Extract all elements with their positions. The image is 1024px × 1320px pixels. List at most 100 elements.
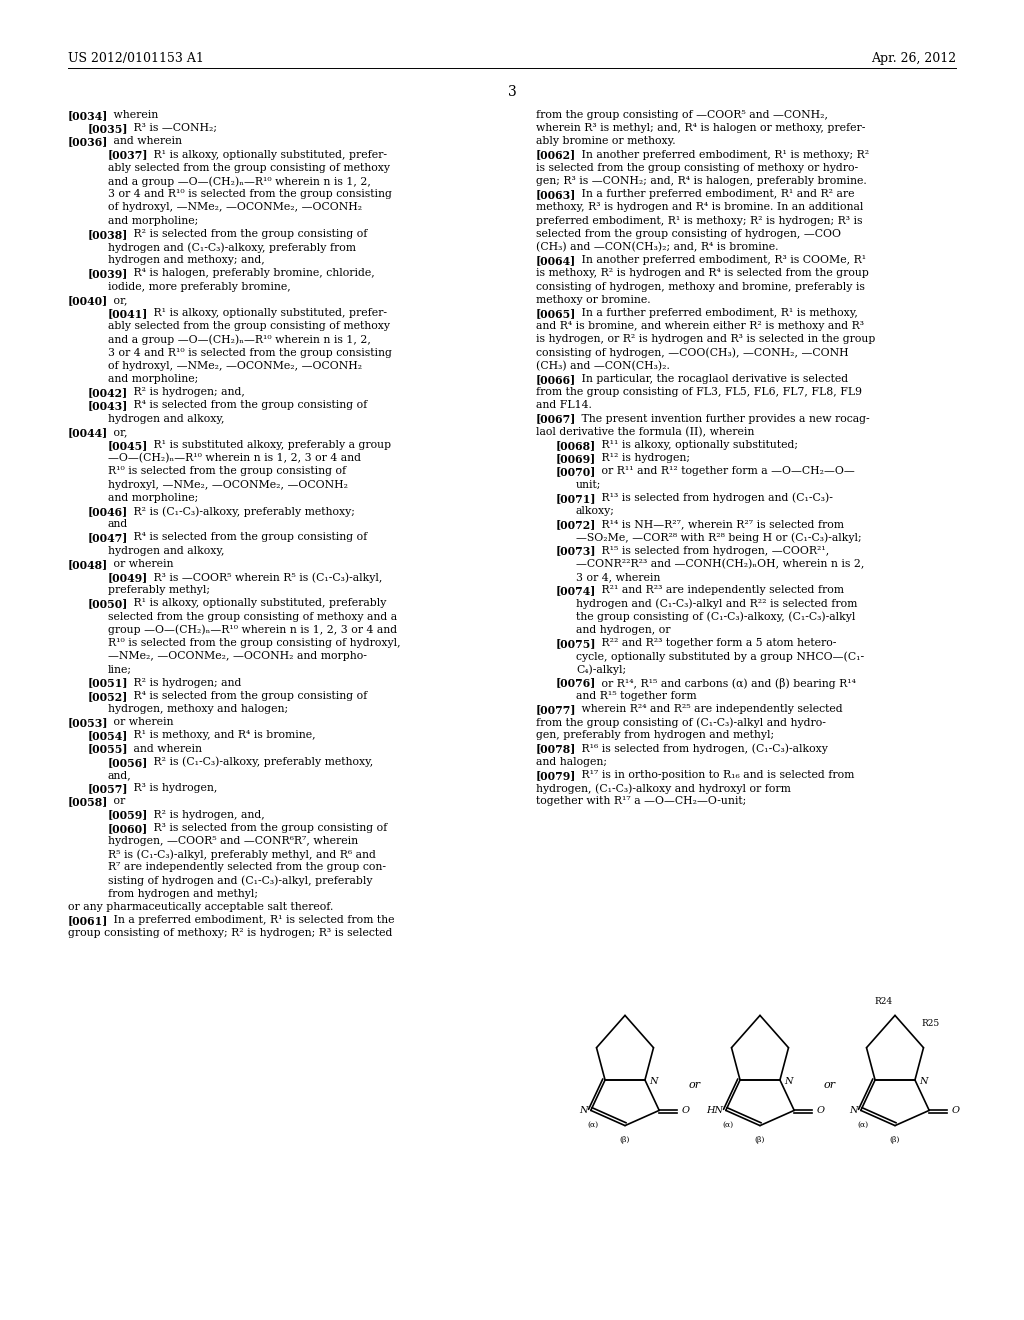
Text: from the group consisting of (C₁-C₃)-alkyl and hydro-: from the group consisting of (C₁-C₃)-alk… [536,717,826,727]
Text: [0075]: [0075] [556,638,597,649]
Text: alkoxy;: alkoxy; [575,506,614,516]
Text: selected from the group consisting of methoxy and a: selected from the group consisting of me… [108,611,397,622]
Text: and FL14.: and FL14. [536,400,592,411]
Text: and wherein: and wherein [110,136,182,147]
Text: [0048]: [0048] [68,558,109,570]
Text: and hydrogen, or: and hydrogen, or [575,624,671,635]
Text: [0076]: [0076] [556,677,596,689]
Text: [0051]: [0051] [88,677,128,689]
Text: hydrogen, (C₁-C₃)-alkoxy and hydroxyl or form: hydrogen, (C₁-C₃)-alkoxy and hydroxyl or… [536,783,791,793]
Text: preferred embodiment, R¹ is methoxy; R² is hydrogen; R³ is: preferred embodiment, R¹ is methoxy; R² … [536,215,862,226]
Text: R¹¹ is alkoxy, optionally substituted;: R¹¹ is alkoxy, optionally substituted; [598,440,798,450]
Text: of hydroxyl, —NMe₂, —OCONMe₂, —OCONH₂: of hydroxyl, —NMe₂, —OCONMe₂, —OCONH₂ [108,360,362,371]
Text: R² is selected from the group consisting of: R² is selected from the group consisting… [130,228,368,239]
Text: and a group —O—(CH₂)ₙ—R¹⁰ wherein n is 1, 2,: and a group —O—(CH₂)ₙ—R¹⁰ wherein n is 1… [108,176,371,186]
Text: R¹⁵ is selected from hydrogen, —COOR²¹,: R¹⁵ is selected from hydrogen, —COOR²¹, [598,545,829,556]
Text: [0079]: [0079] [536,770,577,781]
Text: [0053]: [0053] [68,717,109,729]
Text: [0050]: [0050] [88,598,128,610]
Text: [0073]: [0073] [556,545,597,557]
Text: [0059]: [0059] [108,809,148,821]
Text: HN: HN [706,1106,723,1115]
Text: methoxy, R³ is hydrogen and R⁴ is bromine. In an additional: methoxy, R³ is hydrogen and R⁴ is bromin… [536,202,863,213]
Text: or any pharmaceutically acceptable salt thereof.: or any pharmaceutically acceptable salt … [68,902,334,912]
Text: and morpholine;: and morpholine; [108,492,199,503]
Text: [0067]: [0067] [536,413,577,425]
Text: [0055]: [0055] [88,743,128,755]
Text: [0065]: [0065] [536,308,577,319]
Text: or R¹⁴, R¹⁵ and carbons (α) and (β) bearing R¹⁴: or R¹⁴, R¹⁵ and carbons (α) and (β) bear… [598,677,856,689]
Text: [0058]: [0058] [68,796,109,808]
Text: iodide, more preferably bromine,: iodide, more preferably bromine, [108,281,291,292]
Text: R² is hydrogen, and,: R² is hydrogen, and, [150,809,265,820]
Text: group consisting of methoxy; R² is hydrogen; R³ is selected: group consisting of methoxy; R² is hydro… [68,928,392,939]
Text: —SO₂Me, —COR²⁸ with R²⁸ being H or (C₁-C₃)-alkyl;: —SO₂Me, —COR²⁸ with R²⁸ being H or (C₁-C… [575,532,861,543]
Text: [0074]: [0074] [556,585,596,597]
Text: [0054]: [0054] [88,730,128,742]
Text: R¹⁷ is in ortho-position to R₁₆ and is selected from: R¹⁷ is in ortho-position to R₁₆ and is s… [578,770,854,780]
Text: R¹⁴ is NH—R²⁷, wherein R²⁷ is selected from: R¹⁴ is NH—R²⁷, wherein R²⁷ is selected f… [598,519,844,529]
Text: R³ is selected from the group consisting of: R³ is selected from the group consisting… [150,822,387,833]
Text: (α): (α) [857,1121,868,1129]
Text: [0052]: [0052] [88,690,128,702]
Text: [0072]: [0072] [556,519,596,531]
Text: wherein R²⁴ and R²⁵ are independently selected: wherein R²⁴ and R²⁵ are independently se… [578,704,843,714]
Text: The present invention further provides a new rocag-: The present invention further provides a… [578,413,869,424]
Text: (β): (β) [620,1135,630,1143]
Text: sisting of hydrogen and (C₁-C₃)-alkyl, preferably: sisting of hydrogen and (C₁-C₃)-alkyl, p… [108,875,373,886]
Text: (α): (α) [587,1121,598,1129]
Text: gen; R³ is —CONH₂; and, R⁴ is halogen, preferably bromine.: gen; R³ is —CONH₂; and, R⁴ is halogen, p… [536,176,866,186]
Text: N: N [919,1077,928,1086]
Text: preferably methyl;: preferably methyl; [108,585,210,595]
Text: [0071]: [0071] [556,492,597,504]
Text: [0070]: [0070] [556,466,596,478]
Text: N: N [580,1106,588,1115]
Text: together with R¹⁷ a —O—CH₂—O-unit;: together with R¹⁷ a —O—CH₂—O-unit; [536,796,746,807]
Text: [0046]: [0046] [88,506,128,517]
Text: and,: and, [108,770,132,780]
Text: from hydrogen and methyl;: from hydrogen and methyl; [108,888,258,899]
Text: wherein R³ is methyl; and, R⁴ is halogen or methoxy, prefer-: wherein R³ is methyl; and, R⁴ is halogen… [536,123,865,133]
Text: (CH₃) and —CON(CH₃)₂.: (CH₃) and —CON(CH₃)₂. [536,360,670,371]
Text: —NMe₂, —OCONMe₂, —OCONH₂ and morpho-: —NMe₂, —OCONMe₂, —OCONH₂ and morpho- [108,651,367,661]
Text: R25: R25 [922,1019,940,1027]
Text: [0056]: [0056] [108,756,148,768]
Text: (CH₃) and —CON(CH₃)₂; and, R⁴ is bromine.: (CH₃) and —CON(CH₃)₂; and, R⁴ is bromine… [536,242,778,252]
Text: cycle, optionally substituted by a group NHCO—(C₁-: cycle, optionally substituted by a group… [575,651,864,661]
Text: R⁴ is halogen, preferably bromine, chloride,: R⁴ is halogen, preferably bromine, chlor… [130,268,375,279]
Text: [0063]: [0063] [536,189,577,201]
Text: O: O [951,1106,959,1115]
Text: laol derivative the formula (II), wherein: laol derivative the formula (II), wherei… [536,426,755,437]
Text: ably selected from the group consisting of methoxy: ably selected from the group consisting … [108,321,390,331]
Text: R¹ is methoxy, and R⁴ is bromine,: R¹ is methoxy, and R⁴ is bromine, [130,730,315,741]
Text: R²² and R²³ together form a 5 atom hetero-: R²² and R²³ together form a 5 atom heter… [598,638,837,648]
Text: O: O [816,1106,824,1115]
Text: —CONR²²R²³ and —CONH(CH₂)ₙOH, wherein n is 2,: —CONR²²R²³ and —CONH(CH₂)ₙOH, wherein n … [575,558,864,569]
Text: C₄)-alkyl;: C₄)-alkyl; [575,664,626,675]
Text: In a further preferred embodiment, R¹ and R² are: In a further preferred embodiment, R¹ an… [578,189,854,199]
Text: 3: 3 [508,84,516,99]
Text: In particular, the rocaglaol derivative is selected: In particular, the rocaglaol derivative … [578,374,848,384]
Text: hydrogen and methoxy; and,: hydrogen and methoxy; and, [108,255,265,265]
Text: [0036]: [0036] [68,136,109,148]
Text: hydrogen, methoxy and halogen;: hydrogen, methoxy and halogen; [108,704,288,714]
Text: R²¹ and R²³ are independently selected from: R²¹ and R²³ are independently selected f… [598,585,844,595]
Text: hydrogen and (C₁-C₃)-alkyl and R²² is selected from: hydrogen and (C₁-C₃)-alkyl and R²² is se… [575,598,857,609]
Text: R⁷ are independently selected from the group con-: R⁷ are independently selected from the g… [108,862,386,873]
Text: R¹⁰ is selected from the group consisting of hydroxyl,: R¹⁰ is selected from the group consistin… [108,638,400,648]
Text: from the group consisting of —COOR⁵ and —CONH₂,: from the group consisting of —COOR⁵ and … [536,110,828,120]
Text: 3 or 4, wherein: 3 or 4, wherein [575,572,660,582]
Text: and halogen;: and halogen; [536,756,607,767]
Text: and: and [108,519,128,529]
Text: hydrogen, —COOR⁵ and —CONR⁶R⁷, wherein: hydrogen, —COOR⁵ and —CONR⁶R⁷, wherein [108,836,358,846]
Text: selected from the group consisting of hydrogen, —COO: selected from the group consisting of hy… [536,228,841,239]
Text: consisting of hydrogen, methoxy and bromine, preferably is: consisting of hydrogen, methoxy and brom… [536,281,865,292]
Text: 3 or 4 and R¹⁰ is selected from the group consisting: 3 or 4 and R¹⁰ is selected from the grou… [108,347,392,358]
Text: R³ is —COOR⁵ wherein R⁵ is (C₁-C₃)-alkyl,: R³ is —COOR⁵ wherein R⁵ is (C₁-C₃)-alkyl… [150,572,382,582]
Text: O: O [681,1106,689,1115]
Text: [0066]: [0066] [536,374,577,385]
Text: is selected from the group consisting of methoxy or hydro-: is selected from the group consisting of… [536,162,858,173]
Text: [0041]: [0041] [108,308,148,319]
Text: ably bromine or methoxy.: ably bromine or methoxy. [536,136,676,147]
Text: Apr. 26, 2012: Apr. 26, 2012 [870,51,956,65]
